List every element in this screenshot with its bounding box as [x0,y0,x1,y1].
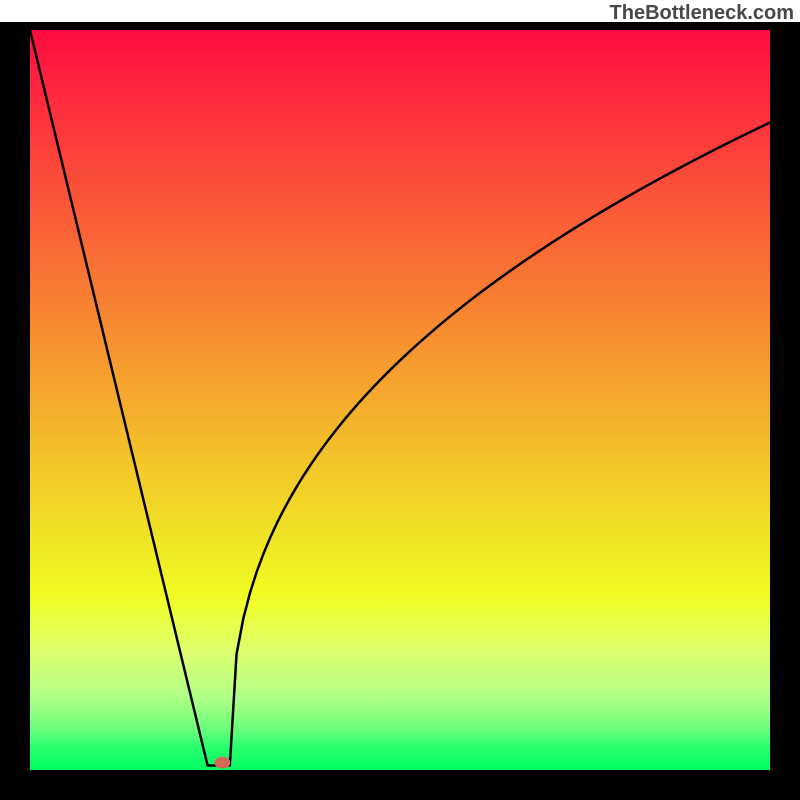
gradient-plot-area [30,30,770,770]
attribution-text: TheBottleneck.com [0,0,800,25]
optimum-marker [214,757,230,769]
